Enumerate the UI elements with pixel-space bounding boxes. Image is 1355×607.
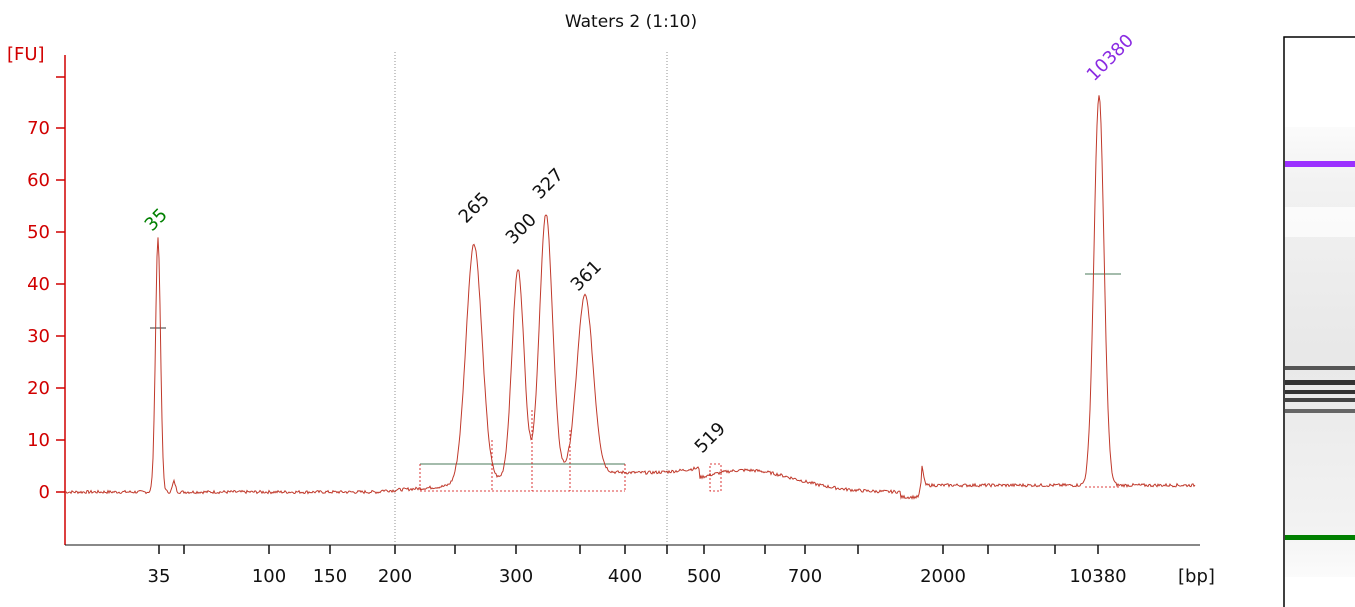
peak-label-300: 300 xyxy=(502,209,541,248)
x-tick-label: 700 xyxy=(788,566,822,587)
chart-title: Waters 2 (1:10) xyxy=(565,12,697,32)
peak-label-35: 35 xyxy=(141,204,172,235)
y-tick-label: 70 xyxy=(27,118,50,139)
gel-band-3 xyxy=(1285,390,1355,394)
x-tick-label: 10380 xyxy=(1069,566,1126,587)
x-tick-label: 150 xyxy=(313,566,347,587)
x-tick-label: 400 xyxy=(608,566,642,587)
peak-label-10380: 10380 xyxy=(1083,30,1138,85)
peak-label-265: 265 xyxy=(455,188,494,227)
peak-label-519: 519 xyxy=(691,418,730,457)
y-axis-label: [FU] xyxy=(7,44,45,65)
x-tick-label: 500 xyxy=(687,566,721,587)
x-tick-label: 35 xyxy=(148,566,171,587)
peak-label-361: 361 xyxy=(567,256,606,295)
x-tick-label: 2000 xyxy=(920,566,966,587)
gel-band-5 xyxy=(1285,409,1355,413)
x-tick-label: 200 xyxy=(378,566,412,587)
gel-lane xyxy=(1283,36,1355,607)
x-axis-label: [bp] xyxy=(1178,566,1215,587)
y-tick-label: 60 xyxy=(27,170,50,191)
peak-integration xyxy=(150,273,1121,492)
y-tick-label: 30 xyxy=(27,326,50,347)
y-tick-label: 0 xyxy=(39,482,50,503)
y-tick-label: 10 xyxy=(27,430,50,451)
x-ticks: 35 100 150 200 300 400 500 700 2000 10380 xyxy=(148,545,1127,587)
y-tick-label: 40 xyxy=(27,274,50,295)
peak-519-window xyxy=(709,463,722,492)
gel-lane-gap xyxy=(1285,207,1355,237)
gel-band-lower-marker xyxy=(1285,535,1355,540)
peak-label-327: 327 xyxy=(529,164,568,203)
y-tick-label: 20 xyxy=(27,378,50,399)
x-tick-label: 100 xyxy=(252,566,286,587)
gel-band-1 xyxy=(1285,366,1355,370)
y-ticks: 0 10 20 30 40 50 60 70 xyxy=(27,76,65,503)
gel-band-4 xyxy=(1285,398,1355,402)
y-tick-label: 50 xyxy=(27,222,50,243)
gel-lane-background xyxy=(1285,127,1355,577)
gel-band-2 xyxy=(1285,380,1355,385)
electropherogram-trace xyxy=(64,95,1196,500)
x-tick-label: 300 xyxy=(499,566,533,587)
gel-band-upper-marker xyxy=(1285,161,1355,167)
